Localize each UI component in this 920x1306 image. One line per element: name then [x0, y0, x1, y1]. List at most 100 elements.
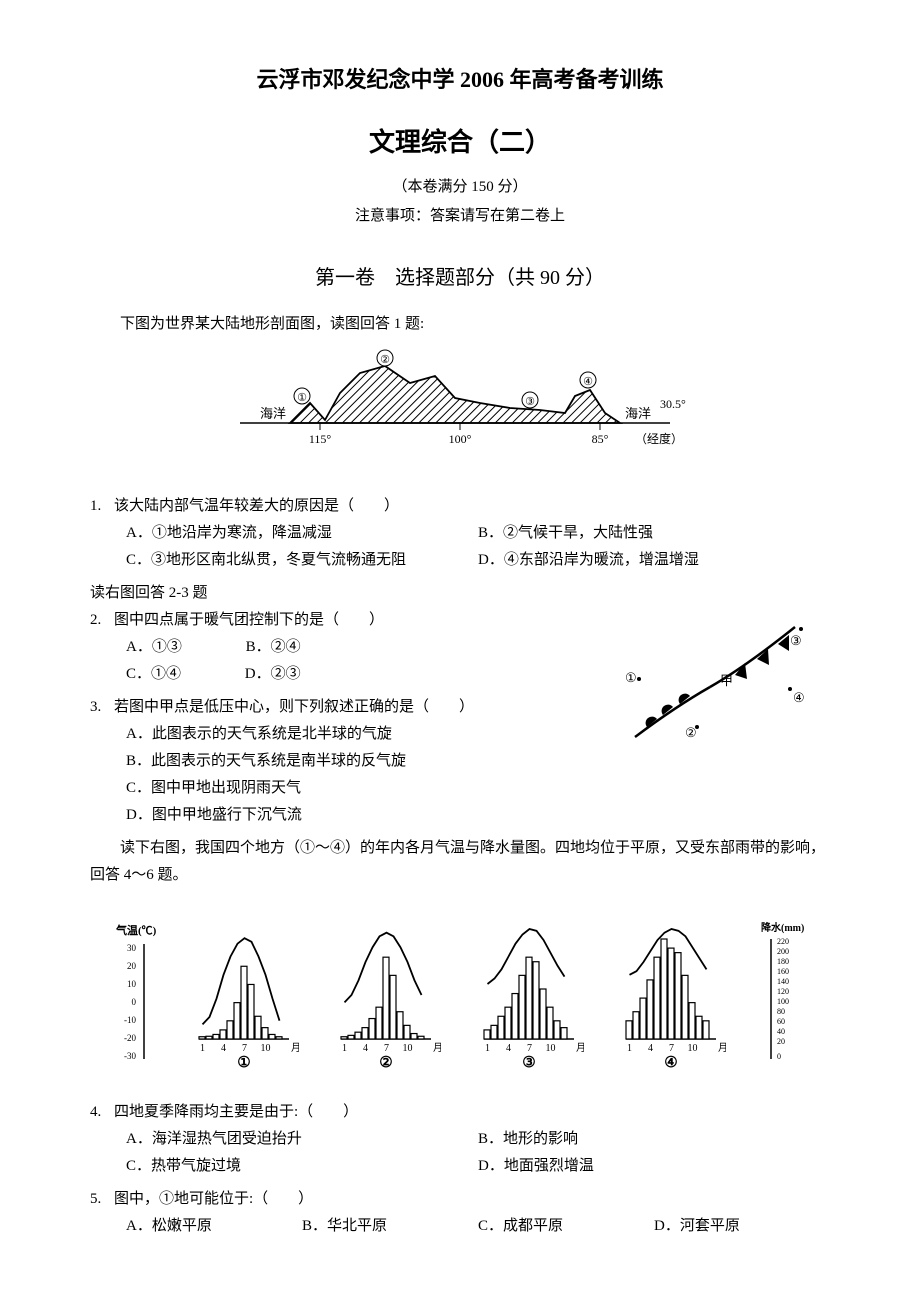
- q3-num: 3.: [90, 694, 114, 721]
- precip-tick: 60: [777, 1017, 785, 1026]
- q1-stem: 该大陆内部气温年较差大的原因是（ ）: [114, 498, 399, 514]
- terrain-marker-4: ④: [583, 376, 593, 388]
- svg-text:4: 4: [221, 1043, 226, 1054]
- svg-text:10: 10: [403, 1043, 413, 1054]
- question-4: 4.四地夏季降雨均主要是由于:（ ） A．海洋湿热气团受迫抬升 B．地形的影响 …: [90, 1099, 830, 1180]
- notice-line: 注意事项：答案请写在第二卷上: [90, 203, 830, 230]
- front-point-center: 甲: [720, 673, 733, 688]
- svg-text:1: 1: [200, 1043, 205, 1054]
- svg-text:月: 月: [291, 1042, 299, 1054]
- q4-stem: 四地夏季降雨均主要是由于:（ ）: [114, 1104, 358, 1120]
- svg-text:10: 10: [688, 1043, 698, 1054]
- question-3: 3.若图中甲点是低压中心，则下列叙述正确的是（ ） A．此图表示的天气系统是北半…: [90, 694, 590, 829]
- question-1: 1.该大陆内部气温年较差大的原因是（ ） A．①地沿岸为寒流，降温减湿 B．②气…: [90, 493, 830, 574]
- precip-tick: 180: [777, 957, 789, 966]
- ocean-left-label: 海洋: [260, 406, 286, 421]
- svg-text:1: 1: [485, 1043, 490, 1054]
- svg-text:7: 7: [669, 1043, 674, 1054]
- q2-num: 2.: [90, 607, 114, 634]
- question-2: 2.图中四点属于暖气团控制下的是（ ） A．①③ B．②④ C．①④ D．②③: [90, 607, 590, 688]
- climate-charts-figure: 气温(℃) 30 20 10 0 -10 -20 -30 1 4 7 10 月 ① 1 4 7…: [90, 909, 830, 1079]
- sub-title: 文理综合（二）: [90, 120, 830, 167]
- intro-q2-3: 读右图回答 2-3 题: [90, 580, 830, 607]
- precip-tick: 160: [777, 967, 789, 976]
- svg-text:②: ②: [380, 1055, 393, 1069]
- q4-num: 4.: [90, 1099, 114, 1126]
- precip-tick: 200: [777, 947, 789, 956]
- svg-text:①: ①: [237, 1055, 250, 1069]
- q5-optC: C．成都平原: [478, 1213, 654, 1240]
- q1-optC: C．③地形区南北纵贯，冬夏气流畅通无阻: [126, 547, 478, 574]
- q3-stem: 若图中甲点是低压中心，则下列叙述正确的是（ ）: [114, 699, 474, 715]
- score-line: （本卷满分 150 分）: [90, 174, 830, 201]
- svg-text:7: 7: [527, 1043, 532, 1054]
- precip-tick: 40: [777, 1027, 785, 1036]
- q5-optD: D．河套平原: [654, 1213, 830, 1240]
- q4-optD: D．地面强烈增温: [478, 1153, 830, 1180]
- q2-optA: A．①③: [126, 639, 182, 655]
- svg-text:1: 1: [627, 1043, 632, 1054]
- q4-optA: A．海洋湿热气团受迫抬升: [126, 1126, 478, 1153]
- q2-optC: C．①④: [126, 666, 181, 682]
- front-point-1: ①: [625, 670, 637, 685]
- front-system-figure: ① ② ③ ④ 甲: [590, 607, 830, 757]
- svg-text:4: 4: [506, 1043, 511, 1054]
- q5-num: 5.: [90, 1186, 114, 1213]
- lon-tick-2: 100°: [449, 432, 472, 446]
- svg-text:月: 月: [576, 1042, 584, 1054]
- precip-tick: 100: [777, 997, 789, 1006]
- temp-tick: 30: [127, 943, 137, 953]
- precip-tick: 220: [777, 937, 789, 946]
- q4-optC: C．热带气旋过境: [126, 1153, 478, 1180]
- svg-text:4: 4: [648, 1043, 653, 1054]
- precip-tick: 0: [777, 1052, 781, 1061]
- terrain-figure: ① ② ③ ④ 海洋 海洋 30.5°（纬度） 115° 100° 85° （经…: [90, 348, 830, 468]
- svg-text:10: 10: [260, 1043, 270, 1054]
- front-point-4: ④: [793, 690, 805, 705]
- ocean-right-label: 海洋: [625, 406, 651, 421]
- q3-optC: C．图中甲地出现阴雨天气: [90, 775, 590, 802]
- q3-optA: A．此图表示的天气系统是北半球的气旋: [90, 721, 590, 748]
- front-point-3: ③: [790, 633, 802, 648]
- temp-tick: -20: [124, 1033, 136, 1043]
- precip-tick: 20: [777, 1037, 785, 1046]
- section-title: 第一卷 选择题部分（共 90 分）: [90, 260, 830, 296]
- front-point-2: ②: [685, 725, 697, 740]
- q3-optD: D．图中甲地盛行下沉气流: [90, 802, 590, 829]
- climate-chart-1: 1 4 7 10 月 ①: [189, 909, 299, 1079]
- svg-text:④: ④: [665, 1055, 678, 1069]
- terrain-marker-2: ②: [380, 354, 390, 366]
- temp-tick: -10: [124, 1015, 136, 1025]
- temp-tick: -30: [124, 1051, 136, 1061]
- climate-chart-2: 14710月②: [331, 909, 441, 1079]
- q2-stem: 图中四点属于暖气团控制下的是（ ）: [114, 612, 384, 628]
- q3-optB: B．此图表示的天气系统是南半球的反气旋: [90, 748, 590, 775]
- svg-text:7: 7: [242, 1043, 247, 1054]
- q4-optB: B．地形的影响: [478, 1126, 830, 1153]
- svg-text:1: 1: [342, 1043, 347, 1054]
- main-title: 云浮市邓发纪念中学 2006 年高考备考训练: [90, 60, 830, 100]
- svg-text:月: 月: [718, 1042, 726, 1054]
- q2-optB: B．②④: [246, 639, 301, 655]
- precip-tick: 140: [777, 977, 789, 986]
- temp-axis-label: 气温(℃): [115, 923, 156, 937]
- lat-label: 30.5°（纬度）: [660, 396, 690, 411]
- precip-tick: 80: [777, 1007, 785, 1016]
- q1-optA: A．①地沿岸为寒流，降温减湿: [126, 520, 478, 547]
- svg-text:4: 4: [363, 1043, 368, 1054]
- q1-optD: D．④东部沿岸为暖流，增温增湿: [478, 547, 830, 574]
- svg-text:③: ③: [522, 1055, 535, 1069]
- lon-tick-1: 115°: [309, 432, 332, 446]
- lon-tick-3: 85°: [592, 432, 609, 446]
- terrain-marker-1: ①: [297, 392, 307, 404]
- climate-chart-3: 1 4 7 10 月 ③: [474, 909, 584, 1079]
- question-5: 5.图中，①地可能位于:（ ） A．松嫩平原 B．华北平原 C．成都平原 D．河…: [90, 1186, 830, 1240]
- q5-optB: B．华北平原: [302, 1213, 478, 1240]
- q5-stem: 图中，①地可能位于:（ ）: [114, 1191, 313, 1207]
- q1-num: 1.: [90, 493, 114, 520]
- lon-axis-label: （经度）: [635, 431, 683, 446]
- intro-q4-6: 读下右图，我国四个地方（①～④）的年内各月气温与降水量图。四地均位于平原，又受东…: [90, 835, 830, 889]
- svg-text:7: 7: [384, 1043, 389, 1054]
- svg-text:10: 10: [545, 1043, 555, 1054]
- climate-chart-4: 1 4 7 10 月 ④: [616, 909, 726, 1079]
